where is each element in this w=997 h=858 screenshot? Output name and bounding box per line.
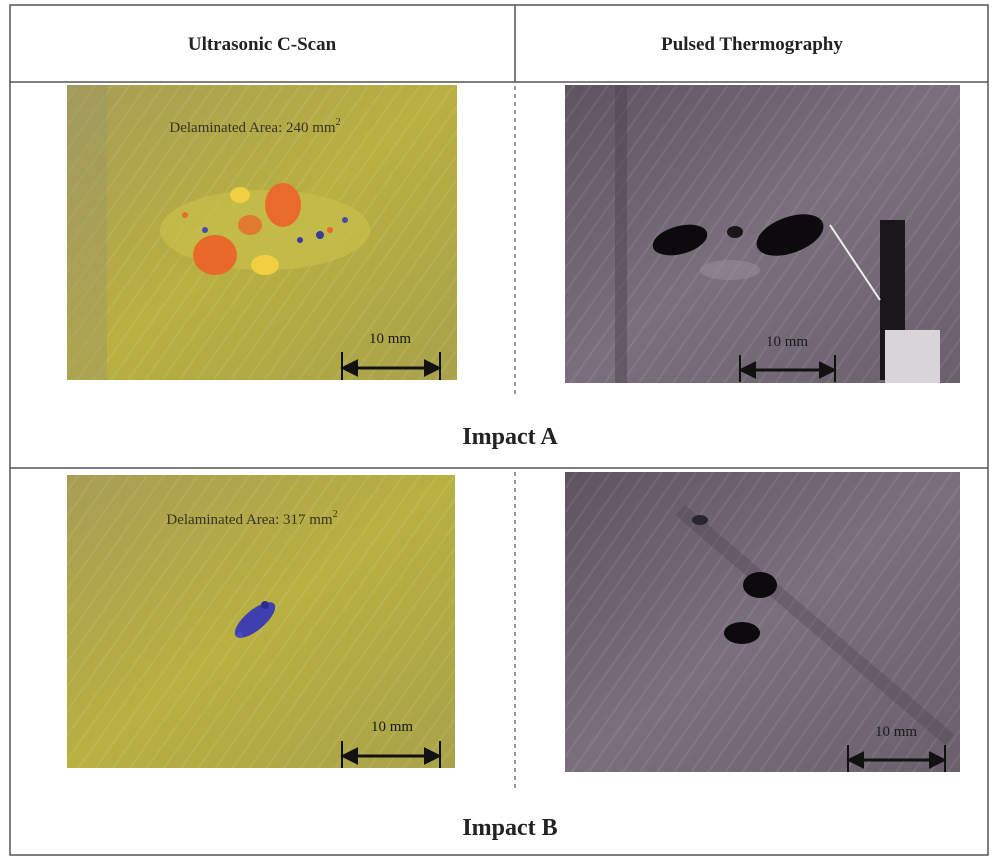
area-sup: 2 xyxy=(336,117,341,128)
area-text: Delaminated Area: 317 mm xyxy=(166,512,333,528)
area-label: Delaminated Area: 317 mm2 xyxy=(166,509,337,528)
thermo-image xyxy=(565,85,960,383)
header-left: Ultrasonic C-Scan xyxy=(188,34,337,55)
scale-label: 10 mm xyxy=(875,724,917,740)
row-title: Impact B xyxy=(462,815,557,841)
figure: Ultrasonic C-Scan Pulsed Thermography De… xyxy=(0,0,997,858)
area-sup: 2 xyxy=(333,509,338,520)
scale-label: 10 mm xyxy=(371,719,413,735)
area-label: Delaminated Area: 240 mm2 xyxy=(169,117,340,136)
page: {"header": {"left": "Ultrasonic C-Scan",… xyxy=(0,0,997,858)
area-text: Delaminated Area: 240 mm xyxy=(169,120,336,136)
scale-label: 10 mm xyxy=(369,331,411,347)
row-title: Impact A xyxy=(462,424,558,450)
scale-label: 10 mm xyxy=(766,334,808,350)
header-right: Pulsed Thermography xyxy=(661,34,843,55)
